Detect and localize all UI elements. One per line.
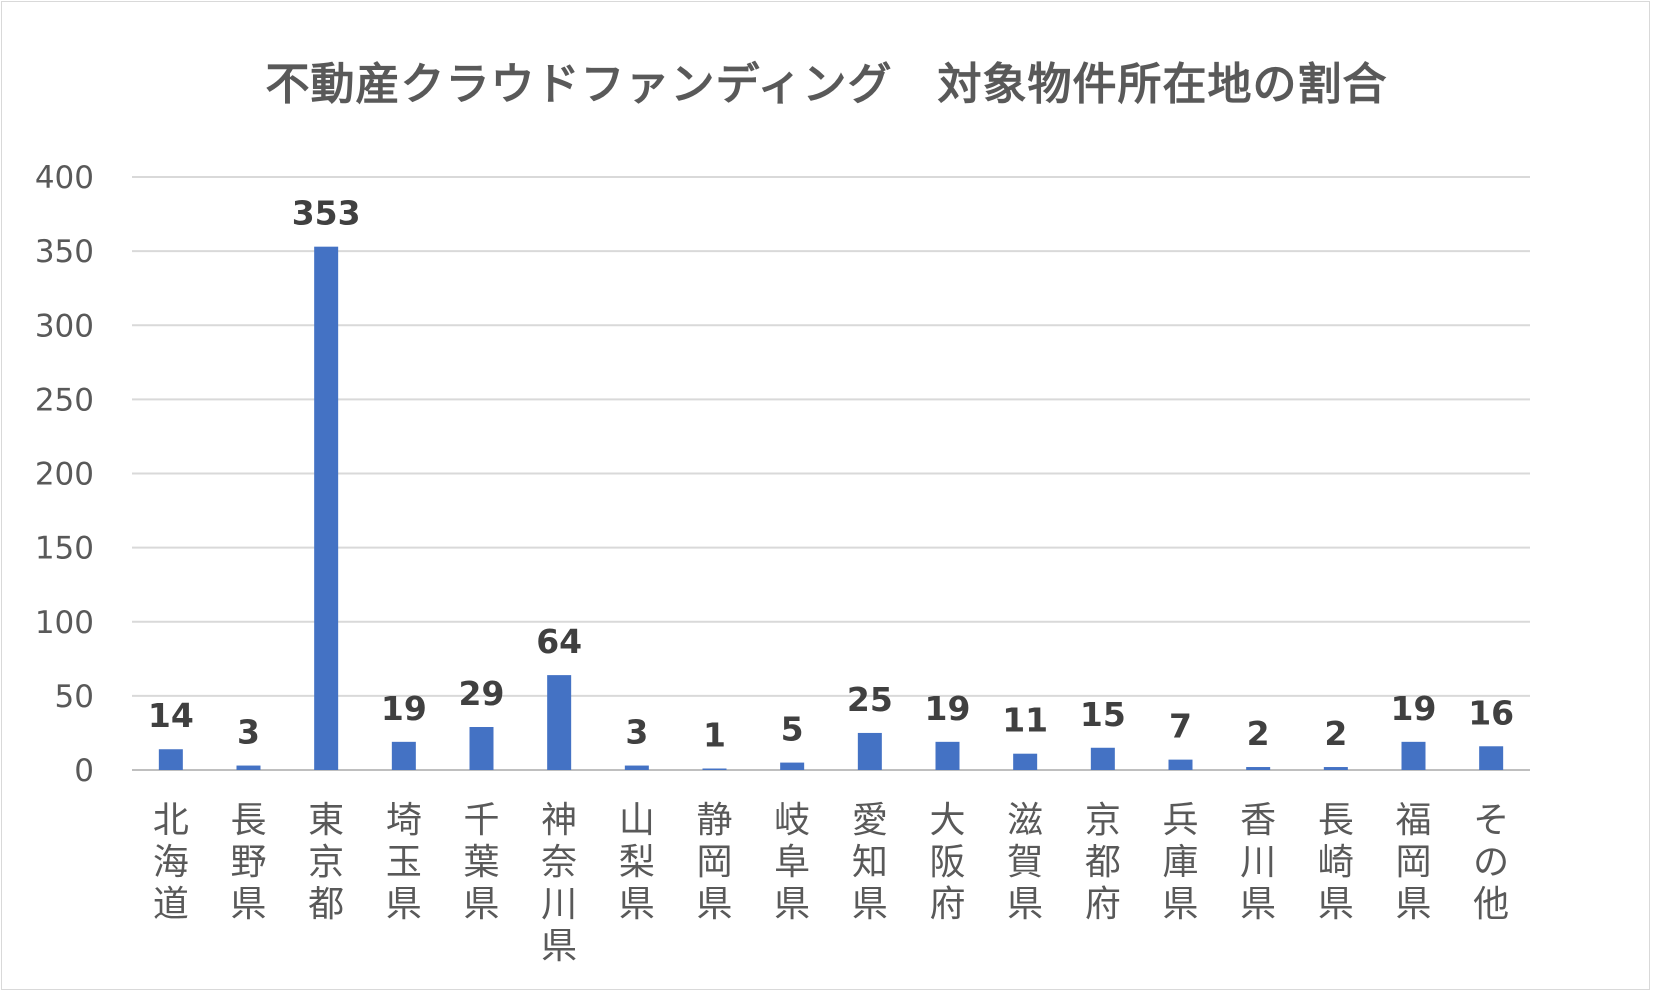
bar (314, 246, 339, 771)
data-label: 16 (1468, 693, 1514, 732)
bar (1246, 767, 1271, 770)
y-tick-label: 100 (35, 605, 94, 641)
bar (1013, 753, 1038, 770)
x-tick-label: 大阪府 (929, 800, 965, 925)
x-tick-label: 滋賀県 (1007, 800, 1043, 925)
data-label: 19 (925, 689, 971, 728)
x-tick-label: 香川県 (1240, 800, 1276, 925)
data-label: 2 (1247, 714, 1270, 753)
bar (1090, 747, 1115, 770)
data-label: 2 (1324, 714, 1347, 753)
data-label: 3 (237, 713, 260, 752)
bar (469, 727, 494, 770)
x-tick-label: 岐阜県 (774, 800, 810, 925)
bar (1168, 759, 1193, 770)
y-tick-label: 250 (35, 382, 94, 418)
x-tick-label: 埼玉県 (386, 800, 422, 925)
bar (857, 732, 882, 770)
bar (1401, 741, 1426, 770)
x-tick-label: 山梨県 (619, 800, 655, 925)
x-tick-label: 千葉県 (463, 800, 499, 925)
data-label: 19 (381, 689, 427, 728)
data-label: 64 (536, 622, 582, 661)
y-tick-label: 200 (35, 457, 94, 493)
data-label: 15 (1080, 695, 1126, 734)
data-label: 7 (1169, 707, 1192, 746)
bar (1323, 767, 1348, 770)
x-tick-label: 長崎県 (1318, 800, 1354, 925)
bar (158, 749, 183, 770)
data-label: 19 (1391, 689, 1437, 728)
bar (780, 762, 805, 770)
bar (935, 741, 960, 770)
gridlines (132, 176, 1530, 771)
bar (624, 765, 649, 770)
data-label: 1 (703, 716, 726, 755)
bars (158, 246, 1504, 771)
x-tick-label: 東京都 (308, 800, 344, 925)
bar (236, 765, 261, 770)
data-label: 25 (847, 680, 893, 719)
y-tick-label: 50 (55, 679, 94, 715)
data-label: 3 (625, 713, 648, 752)
x-tick-label: 静岡県 (696, 800, 732, 925)
y-tick-label: 350 (35, 234, 94, 270)
x-tick-label: 愛知県 (852, 800, 888, 925)
chart-title: 不動産クラウドファンディング 対象物件所在地の割合 (265, 59, 1388, 110)
data-label: 11 (1002, 701, 1048, 740)
x-axis: 北海道 長野県 東京都 埼玉県 千葉県 神奈川県 山梨県 静岡県 岐阜県 愛知県 大阪府 滋賀県 京都府… (153, 800, 1509, 967)
x-tick-label: 長野県 (230, 800, 266, 925)
y-tick-label: 0 (74, 753, 94, 789)
x-tick-label: 京都府 (1085, 800, 1121, 925)
x-tick-label: 福岡県 (1395, 800, 1431, 925)
x-tick-label: 兵庫県 (1162, 800, 1198, 925)
data-label: 14 (148, 696, 194, 735)
x-tick-label: その他 (1473, 800, 1509, 925)
bar (391, 741, 416, 770)
bar (702, 768, 727, 770)
bar (547, 675, 572, 770)
x-tick-label: 北海道 (153, 800, 189, 925)
data-label: 5 (781, 710, 804, 749)
y-axis: 0 50 100 150 200 250 300 350 400 (35, 160, 94, 789)
data-label: 353 (292, 194, 361, 233)
y-tick-label: 300 (35, 308, 94, 344)
bar (1479, 746, 1504, 770)
data-label: 29 (459, 674, 505, 713)
y-tick-label: 150 (35, 531, 94, 567)
y-tick-label: 400 (35, 160, 94, 196)
x-tick-label: 神奈川県 (541, 800, 577, 967)
